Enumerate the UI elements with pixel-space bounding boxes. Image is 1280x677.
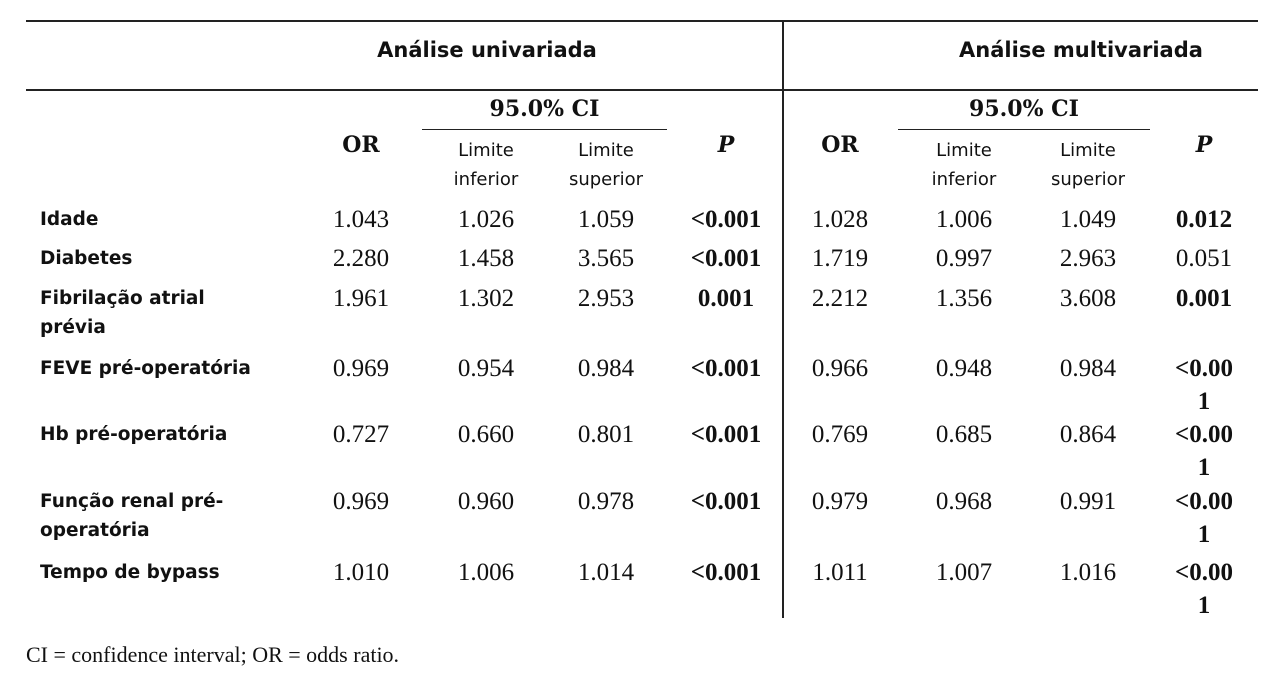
value-cell: 1.049 bbox=[1059, 206, 1117, 233]
value-cell: 0.864 bbox=[1059, 421, 1117, 448]
value-cell: 0.968 bbox=[935, 488, 993, 515]
value-cell: 1.302 bbox=[457, 285, 515, 312]
value-cell: 0.984 bbox=[577, 355, 635, 382]
p-value-cell: <0.00 1 bbox=[1175, 421, 1233, 481]
value-cell: 0.954 bbox=[457, 355, 515, 382]
p-value-cell: <0.00 1 bbox=[1175, 488, 1233, 548]
row-label: FEVE pré-operatória bbox=[40, 358, 251, 379]
value-cell: 1.458 bbox=[457, 245, 515, 272]
p-value-cell: <0.001 bbox=[690, 245, 762, 272]
row-label: Função renal pré- operatória bbox=[40, 491, 224, 541]
value-cell: 1.014 bbox=[577, 559, 635, 586]
value-cell: 0.948 bbox=[935, 355, 993, 382]
value-cell: 2.280 bbox=[332, 245, 390, 272]
upper-limit-header-multivariate: Limite superior bbox=[1050, 140, 1126, 190]
value-cell: 0.991 bbox=[1059, 488, 1117, 515]
value-cell: 0.966 bbox=[811, 355, 869, 382]
ci-rule-univariate bbox=[422, 129, 667, 131]
value-cell: 1.011 bbox=[812, 559, 868, 586]
p-value-cell: 0.051 bbox=[1175, 245, 1233, 272]
value-cell: 0.960 bbox=[457, 488, 515, 515]
value-cell: 2.212 bbox=[811, 285, 869, 312]
value-cell: 1.010 bbox=[332, 559, 390, 586]
p-value-cell: <0.001 bbox=[690, 355, 762, 382]
value-cell: 0.685 bbox=[935, 421, 993, 448]
value-cell: 1.961 bbox=[332, 285, 390, 312]
value-cell: 0.727 bbox=[332, 421, 390, 448]
footnote: CI = confidence interval; OR = odds rati… bbox=[26, 642, 400, 667]
p-value-cell: <0.001 bbox=[690, 206, 762, 233]
value-cell: 1.356 bbox=[935, 285, 993, 312]
upper-limit-header-univariate: Limite superior bbox=[568, 140, 644, 190]
p-value-cell: <0.00 1 bbox=[1175, 355, 1233, 415]
or-header-multivariate: OR bbox=[821, 132, 859, 158]
p-header-multivariate: P bbox=[1195, 132, 1213, 158]
value-cell: 3.565 bbox=[577, 245, 635, 272]
lower-limit-header-univariate: Limite inferior bbox=[453, 140, 519, 190]
value-cell: 0.984 bbox=[1059, 355, 1117, 382]
header-rule bbox=[26, 89, 1258, 91]
p-value-cell: <0.00 1 bbox=[1175, 559, 1233, 619]
value-cell: 1.006 bbox=[457, 559, 515, 586]
value-cell: 0.979 bbox=[811, 488, 869, 515]
value-cell: 1.026 bbox=[457, 206, 515, 233]
p-value-cell: 0.001 bbox=[697, 285, 755, 312]
ci-header-univariate: 95.0% CI bbox=[489, 96, 600, 122]
row-label: Idade bbox=[40, 209, 99, 230]
ci-header-multivariate: 95.0% CI bbox=[969, 96, 1079, 122]
value-cell: 0.969 bbox=[332, 355, 390, 382]
or-header-univariate: OR bbox=[342, 132, 380, 158]
ci-rule-multivariate bbox=[898, 129, 1150, 131]
row-label: Diabetes bbox=[40, 248, 133, 269]
value-cell: 2.963 bbox=[1059, 245, 1117, 272]
p-value-cell: <0.001 bbox=[690, 559, 762, 586]
value-cell: 1.007 bbox=[935, 559, 993, 586]
row-label: Tempo de bypass bbox=[40, 562, 220, 583]
section-divider bbox=[782, 20, 784, 618]
value-cell: 1.043 bbox=[332, 206, 390, 233]
p-value-cell: <0.001 bbox=[690, 421, 762, 448]
p-header-univariate: P bbox=[717, 132, 735, 158]
value-cell: 0.801 bbox=[577, 421, 635, 448]
value-cell: 0.969 bbox=[332, 488, 390, 515]
value-cell: 1.006 bbox=[935, 206, 993, 233]
p-value-cell: 0.012 bbox=[1175, 206, 1233, 233]
odds-ratio-table: Análise univariada Análise multivariada … bbox=[26, 20, 1258, 667]
value-cell: 0.997 bbox=[935, 245, 993, 272]
value-cell: 1.719 bbox=[811, 245, 869, 272]
value-cell: 0.978 bbox=[577, 488, 635, 515]
value-cell: 1.028 bbox=[811, 206, 869, 233]
value-cell: 2.953 bbox=[577, 285, 635, 312]
top-rule bbox=[26, 20, 1258, 22]
value-cell: 0.769 bbox=[811, 421, 869, 448]
lower-limit-header-multivariate: Limite inferior bbox=[931, 140, 997, 190]
univariate-header: Análise univariada bbox=[377, 38, 597, 62]
row-label: Hb pré-operatória bbox=[40, 424, 228, 445]
value-cell: 1.059 bbox=[577, 206, 635, 233]
value-cell: 1.016 bbox=[1059, 559, 1117, 586]
p-value-cell: <0.001 bbox=[690, 488, 762, 515]
p-value-cell: 0.001 bbox=[1175, 285, 1233, 312]
row-label: Fibrilação atrial prévia bbox=[40, 288, 205, 338]
value-cell: 0.660 bbox=[457, 421, 515, 448]
multivariate-header: Análise multivariada bbox=[959, 38, 1203, 62]
value-cell: 3.608 bbox=[1059, 285, 1117, 312]
